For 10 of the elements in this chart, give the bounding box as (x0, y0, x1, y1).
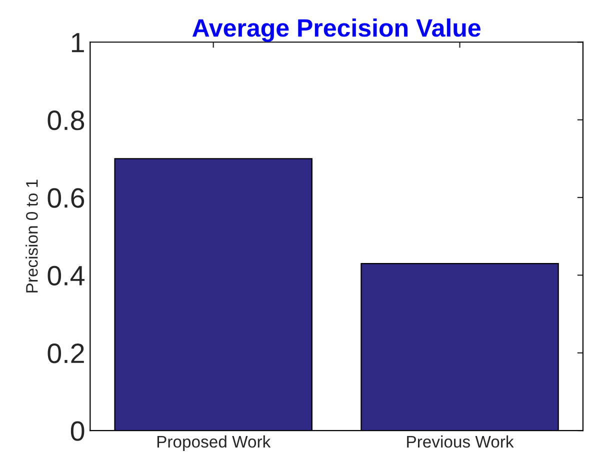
y-tick-label: 1 (72, 33, 84, 52)
y-tick-label: 0 (70, 421, 84, 441)
x-tick-label: Previous Work (407, 435, 514, 448)
x-tick-label: Proposed Work (157, 435, 271, 451)
y-tick-label: 0.2 (48, 344, 84, 364)
y-tick-label: 0.4 (48, 266, 84, 286)
y-tick-label: 0.6 (48, 188, 84, 208)
chart-title: Average Precision Value (192, 18, 480, 42)
y-tick-label: 0.8 (48, 110, 84, 130)
y-axis-title: Precision 0 to 1 (26, 180, 38, 292)
